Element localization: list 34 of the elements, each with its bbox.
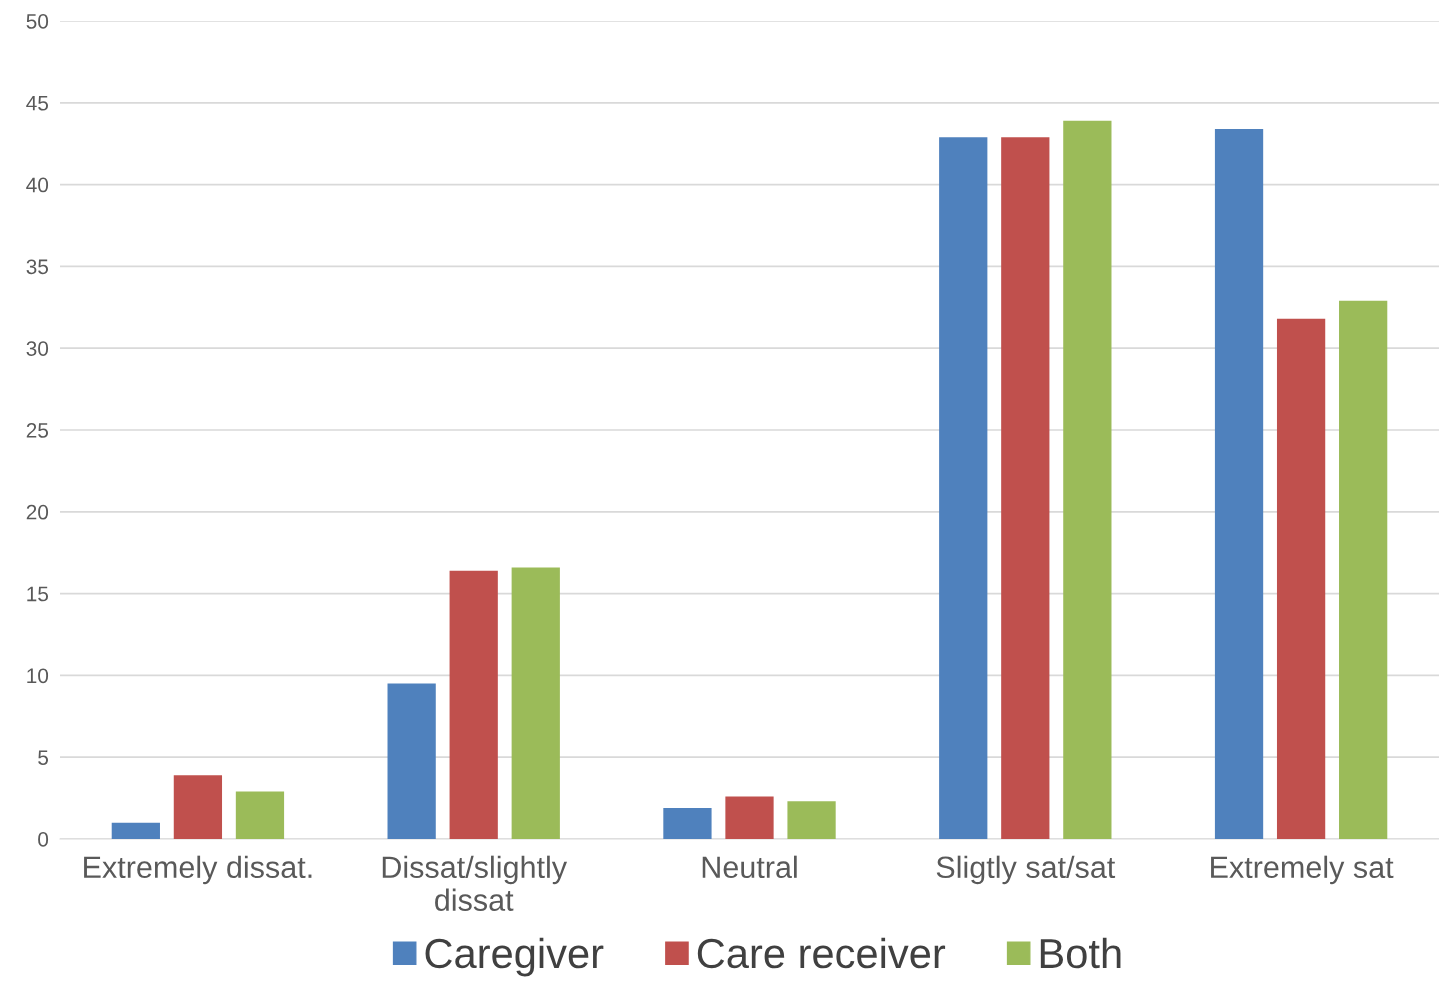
legend-label: Both	[1040, 937, 1121, 969]
bar	[939, 137, 988, 839]
y-tick-label: 50	[26, 14, 49, 29]
x-tick-label: Dissat/slightly dissat	[382, 855, 568, 912]
y-tick-label: 15	[27, 586, 49, 602]
bar	[1276, 318, 1326, 839]
bar	[387, 683, 436, 839]
bar	[511, 567, 560, 839]
y-tick-label: 45	[26, 96, 49, 111]
bar	[1339, 300, 1388, 839]
y-tick-label: 0	[38, 832, 49, 847]
x-tick-label: Neutral	[702, 855, 797, 879]
y-tick-label: 5	[38, 750, 49, 765]
legend-label: Care receiver	[697, 937, 946, 969]
bar	[173, 775, 223, 839]
y-tick-label: 35	[26, 259, 49, 275]
x-tick-label: Extremely sat	[1211, 855, 1394, 885]
y-tick-label: 40	[26, 177, 49, 193]
x-tick-label: Sligtly sat/sat	[936, 855, 1116, 885]
bar	[111, 822, 160, 839]
bar	[787, 801, 836, 839]
bar	[1063, 120, 1112, 839]
bar	[725, 796, 774, 839]
y-tick-label: 30	[26, 341, 49, 356]
y-tick-label: 10	[27, 668, 49, 684]
bar	[663, 807, 712, 839]
bar	[1214, 128, 1264, 839]
legend-label: Caregiver	[425, 937, 604, 977]
y-tick-label: 20	[26, 504, 49, 520]
bar	[235, 791, 285, 839]
bar	[1001, 137, 1050, 839]
bar	[449, 570, 498, 839]
y-tick-label: 25	[26, 423, 49, 438]
x-tick-label: Extremely dissat.	[84, 855, 312, 885]
